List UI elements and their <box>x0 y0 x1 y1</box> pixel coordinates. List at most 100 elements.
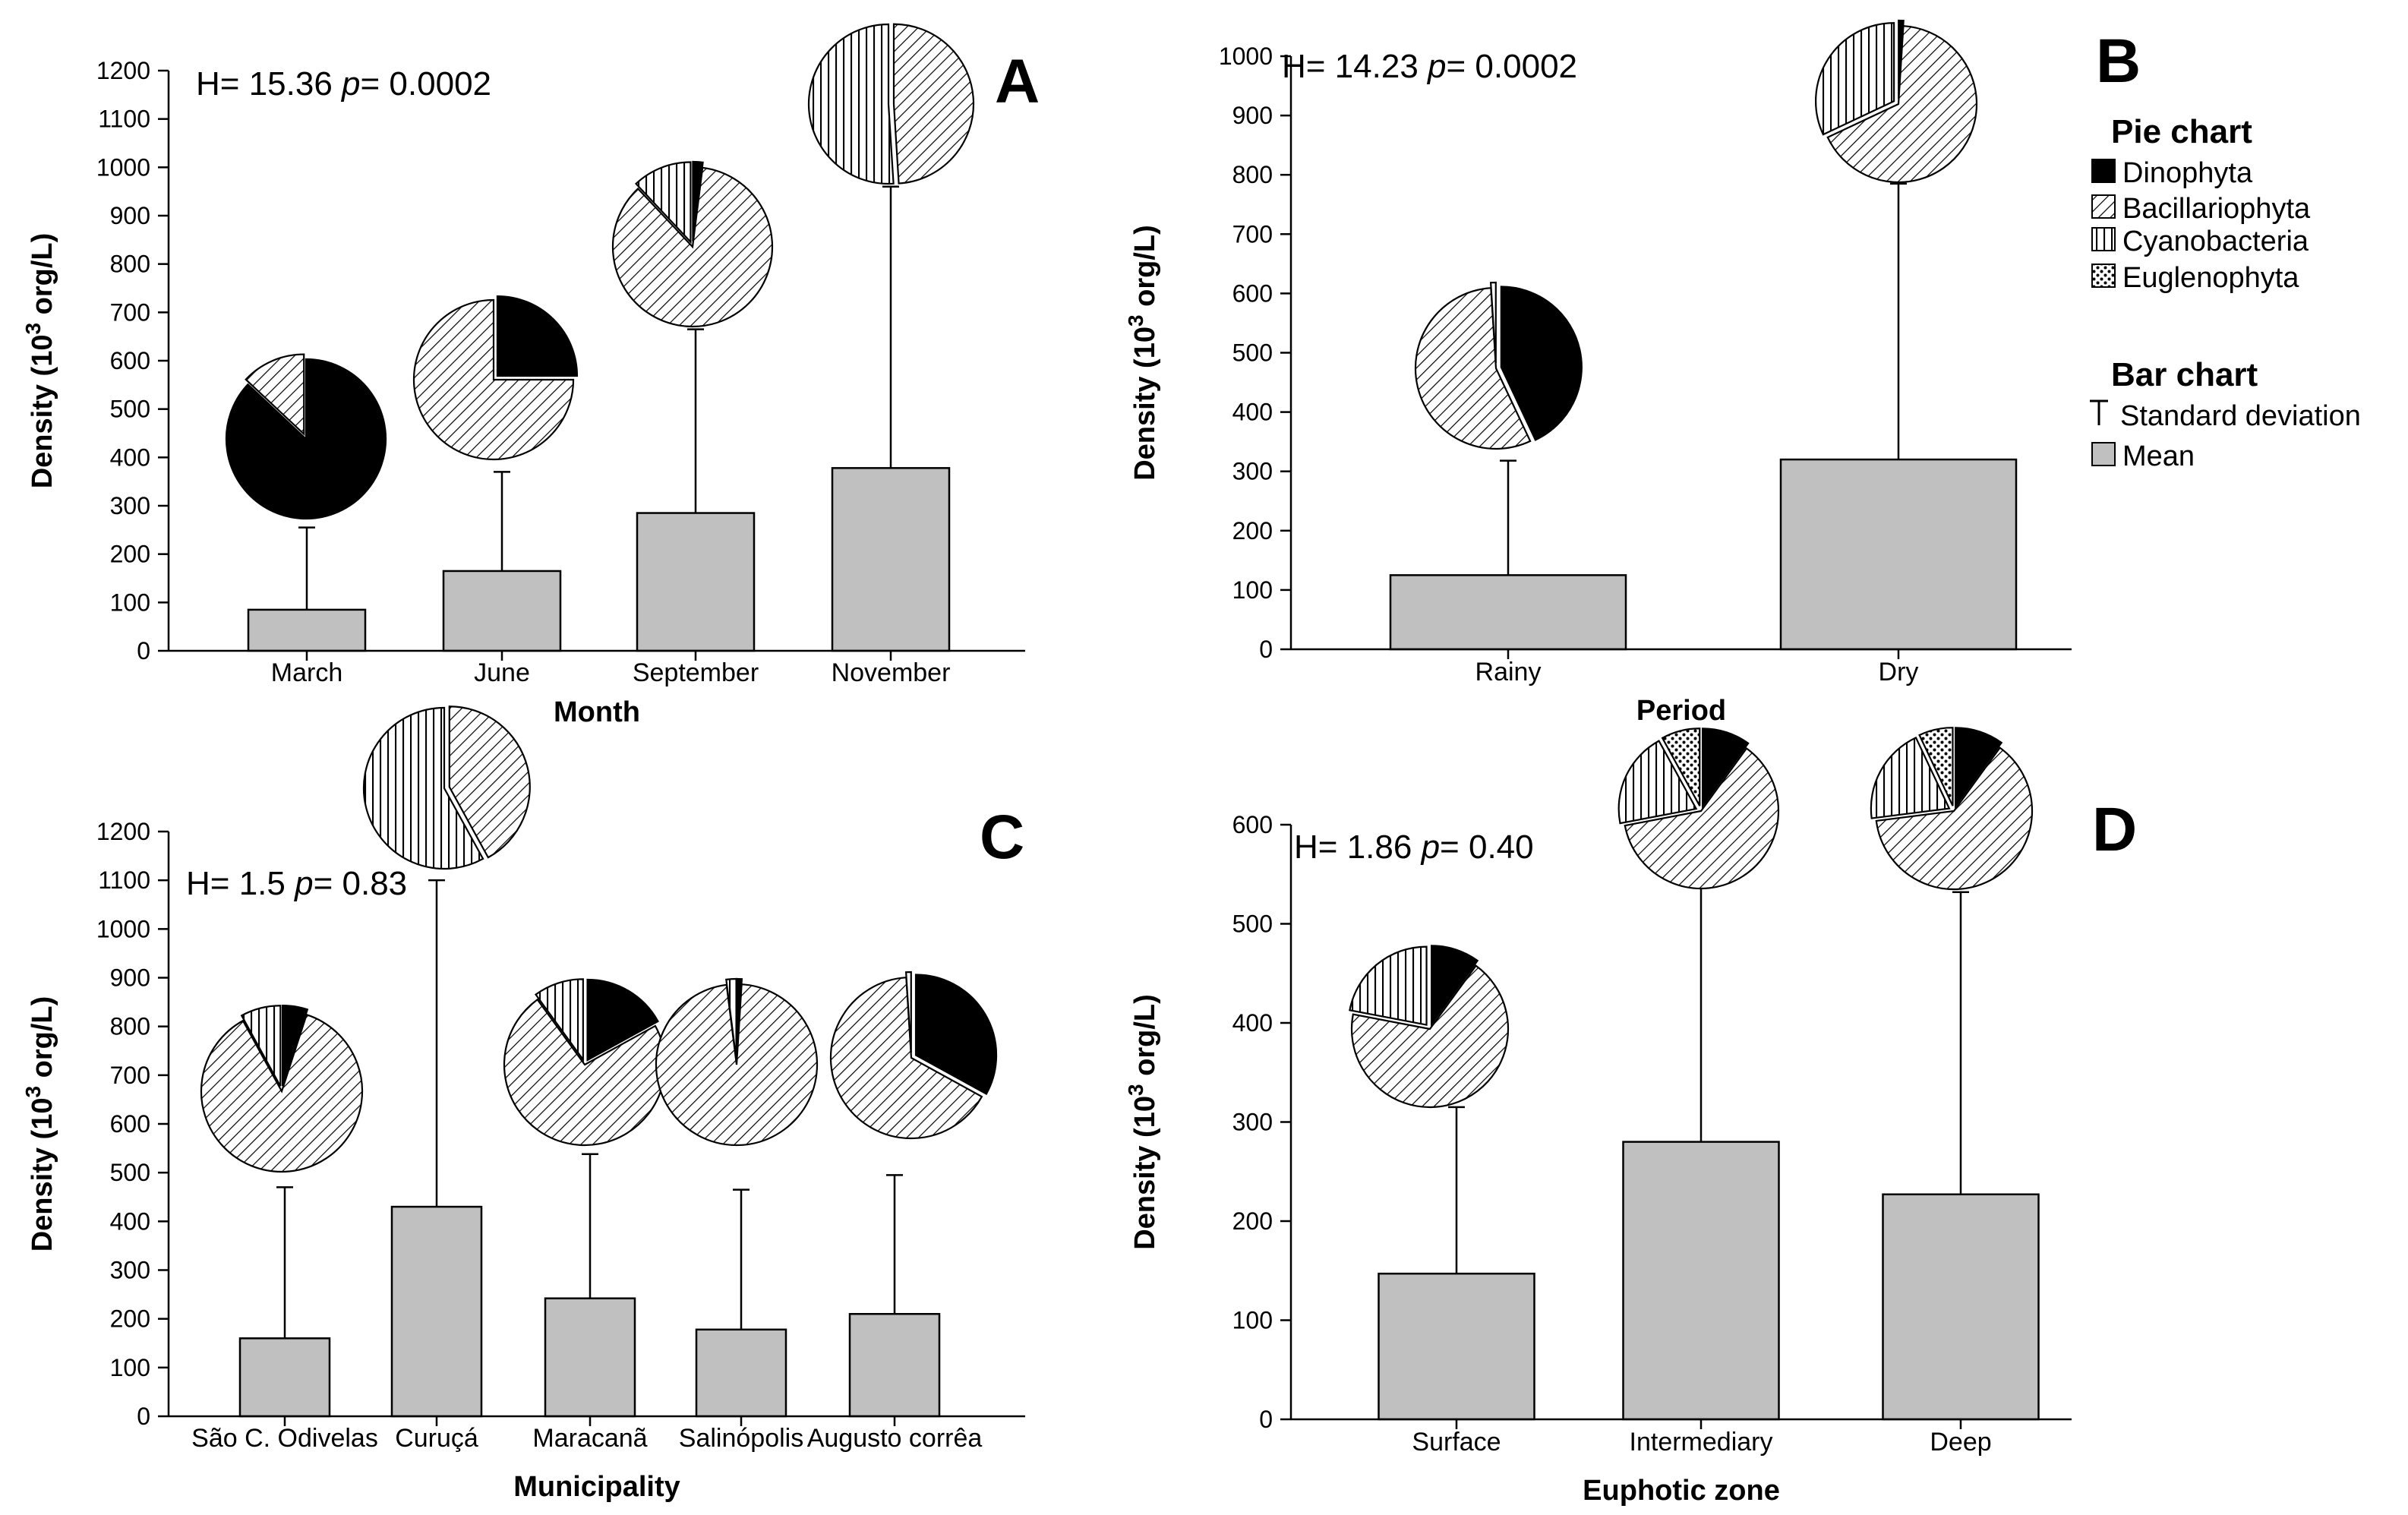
x-tick-label: June <box>474 658 530 687</box>
pie-slice-cyanobacteria <box>1617 740 1698 825</box>
stat-h: H= 1.86 <box>1294 829 1422 866</box>
pie-slice-bacillariophyta <box>1350 964 1510 1109</box>
pie-chart <box>1815 19 1978 184</box>
pie-slice-dinophyta <box>586 978 659 1062</box>
pie-slice-cyanobacteria <box>1489 281 1497 364</box>
pie-slice-dinophyta <box>496 295 579 377</box>
pie-slice-cyanobacteria <box>1870 736 1951 819</box>
y-tick-label: 800 <box>1232 161 1273 188</box>
pie-chart <box>503 978 667 1147</box>
y-axis-title-sup: 3 <box>21 323 45 335</box>
pie-slice-bacillariophyta <box>1826 25 1978 184</box>
pie-slice-bacillariophyta <box>892 23 975 185</box>
pie-chart <box>200 1004 364 1173</box>
legend-bar-title: Bar chart <box>2111 356 2258 393</box>
panel-letter: B <box>2096 27 2141 96</box>
pie-slice-dinophyta <box>1431 945 1479 1027</box>
pie-slice-cyanobacteria <box>1349 945 1428 1026</box>
y-tick-label: 400 <box>1232 399 1273 426</box>
y-tick-label: 1200 <box>96 57 150 84</box>
y-tick-label: 200 <box>1232 517 1273 544</box>
legend-item-euglenophyta: Euglenophyta <box>2122 262 2299 294</box>
stat-p-value: = 0.40 <box>1440 829 1534 866</box>
legend-swatch-dinophyta <box>2091 159 2116 183</box>
y-axis-title-sup: 3 <box>1124 314 1147 327</box>
stat-annotation: H= 1.5 p= 0.83 <box>186 865 407 902</box>
pie-slice-cyanobacteria <box>1815 22 1895 136</box>
y-tick-label: 1000 <box>96 915 150 942</box>
pie-slice-euglenophyta <box>1661 728 1701 806</box>
y-tick-label: 100 <box>1232 1307 1273 1334</box>
bar <box>238 1337 331 1418</box>
bar <box>1378 1272 1535 1421</box>
pie-chart <box>225 353 387 520</box>
stat-annotation: H= 1.86 p= 0.40 <box>1294 829 1534 866</box>
y-axis-title-unit: org/L) <box>27 233 58 323</box>
x-tick-label: Salinópolis <box>679 1424 803 1453</box>
y-tick-label: 300 <box>110 1257 150 1284</box>
y-axis-title-sup: 3 <box>1124 1084 1147 1096</box>
y-tick-label: 300 <box>110 492 150 519</box>
y-tick-label: 100 <box>110 589 150 616</box>
panels-layer: 0100200300400500600700800900100011001200… <box>21 19 2141 1507</box>
stat-annotation: H= 14.23 p= 0.0002 <box>1282 48 1577 85</box>
pie-slice-dinophyta <box>225 358 387 520</box>
x-tick-label: São C. Odivelas <box>191 1424 378 1453</box>
pie-chart <box>1617 728 1780 890</box>
bar <box>1882 1193 2040 1421</box>
stat-h: H= 14.23 <box>1282 48 1428 85</box>
bar <box>636 512 756 652</box>
pie-slice-dinophyta <box>914 974 998 1095</box>
y-tick-label: 600 <box>1232 811 1273 838</box>
stat-p: p <box>340 65 360 103</box>
bar <box>1389 574 1627 651</box>
y-tick-label: 500 <box>110 396 150 423</box>
legend: Pie chart Dinophyta Bacillariophyta Cyan… <box>2090 113 2361 472</box>
y-tick-label: 0 <box>1259 1406 1273 1433</box>
bar <box>544 1297 636 1418</box>
y-tick-label: 400 <box>110 1207 150 1235</box>
y-axis-title: Density (103 org/L) <box>1124 225 1161 481</box>
stat-h: H= 1.5 <box>186 865 295 902</box>
pie-slice-bacillariophyta <box>200 1013 364 1173</box>
y-tick-label: 300 <box>1232 1109 1273 1136</box>
stat-p-value: = 0.0002 <box>361 65 492 103</box>
bar <box>848 1313 941 1418</box>
x-tick-label: Dry <box>1879 658 1919 686</box>
pie-slice-dinophyta <box>1955 727 2003 809</box>
x-axis-title: Period <box>1636 695 1726 727</box>
panel-a: 0 100 200 300 400 500 600 700 800 900 1000 1100 1200… <box>21 23 1040 728</box>
legend-pie-title: Pie chart <box>2111 113 2252 150</box>
y-tick-label: 1000 <box>96 153 150 181</box>
y-tick-label: 500 <box>1232 339 1273 367</box>
x-tick-label: March <box>271 658 342 687</box>
pie-slice-dinophyta <box>1500 286 1583 441</box>
legend-item-standard-deviation: Standard deviation <box>2120 400 2361 432</box>
y-tick-label: 0 <box>1259 636 1273 663</box>
stat-p: p <box>293 865 313 902</box>
legend-item-cyanobacteria: Cyanobacteria <box>2122 226 2309 257</box>
pie-slice-cyanobacteria <box>362 706 484 870</box>
pie-slice-dinophyta <box>281 1004 309 1087</box>
legend-item-bacillariophyta: Bacillariophyta <box>2122 193 2311 225</box>
y-axis-title: Density (103 org/L) <box>21 996 58 1252</box>
y-tick-label: 600 <box>110 1110 150 1138</box>
panel-letter: D <box>2092 795 2137 864</box>
y-tick-label: 1100 <box>98 866 150 894</box>
y-tick-label: 100 <box>1232 576 1273 604</box>
y-axis-title-unit: org/L) <box>1129 994 1161 1084</box>
x-tick-label: Maracanã <box>532 1424 647 1453</box>
bar <box>247 608 367 652</box>
pie-slice-bacillariophyta <box>611 166 774 328</box>
x-tick-label: November <box>832 658 951 687</box>
x-tick-label: Curuçá <box>395 1424 478 1453</box>
pie-slice-cyanobacteria <box>634 161 692 245</box>
x-tick-label: Deep <box>1930 1428 1991 1457</box>
legend-swatch-mean <box>2091 442 2116 466</box>
y-tick-label: 200 <box>110 1305 150 1333</box>
pie-slice-bacillariophyta <box>829 977 983 1140</box>
pie-slice-bacillariophyta <box>1624 746 1780 890</box>
legend-item-dinophyta: Dinophyta <box>2122 157 2253 189</box>
legend-swatch-bacillariophyta <box>2091 194 2116 219</box>
